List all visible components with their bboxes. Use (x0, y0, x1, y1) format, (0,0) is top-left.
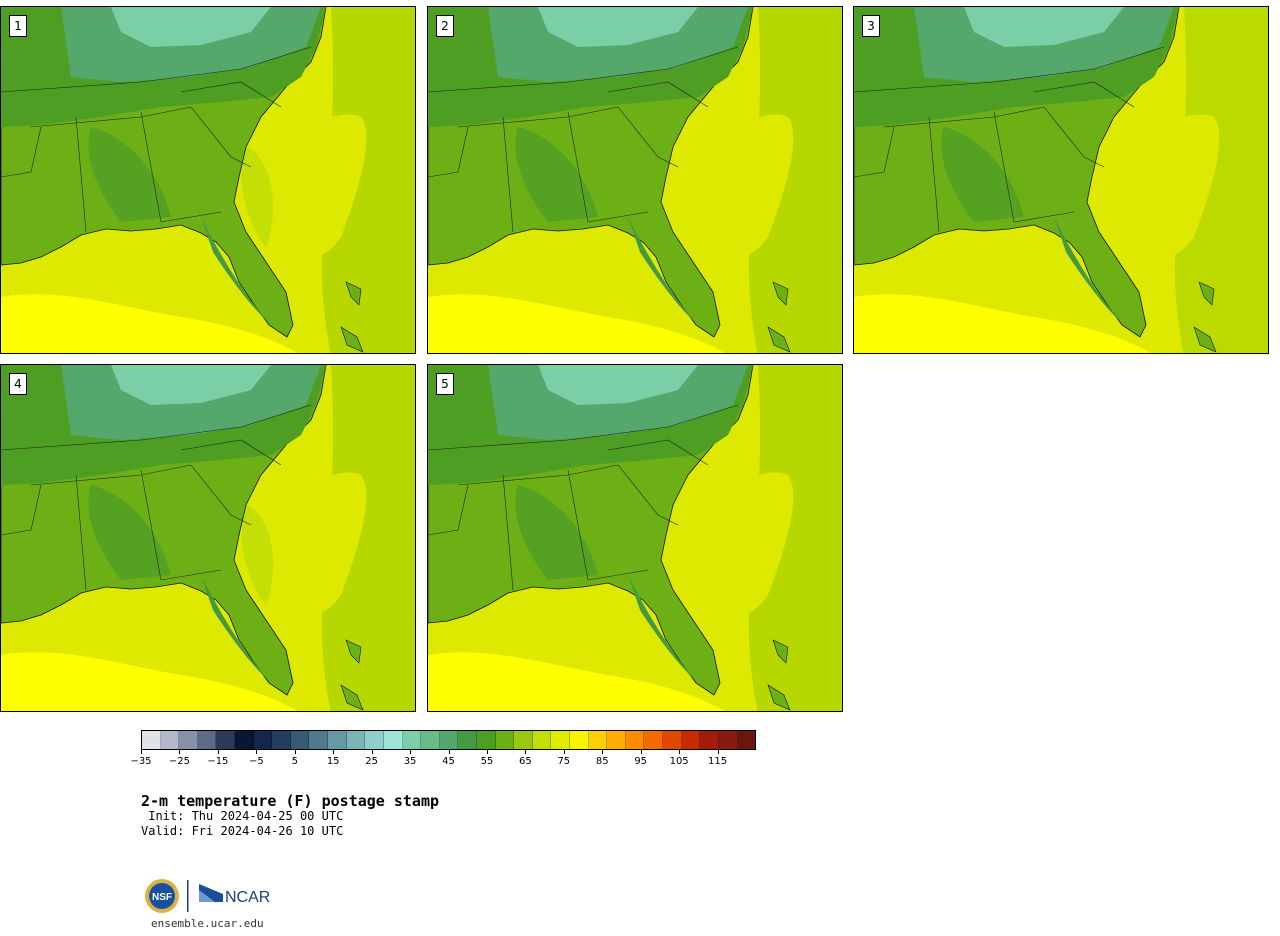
svg-text:NSF: NSF (152, 892, 172, 903)
logos: NSF NCAR (145, 879, 270, 913)
stamp-panel-4: 4 (0, 364, 416, 712)
colorbar-tick (563, 750, 565, 754)
svg-text:NCAR: NCAR (225, 889, 270, 906)
colorbar-swatch (495, 731, 515, 749)
colorbar-tick-label: 115 (708, 756, 728, 767)
colorbar-swatch (309, 731, 329, 749)
colorbar-swatch (346, 731, 366, 749)
colorbar-swatch (663, 731, 682, 749)
colorbar-tick-label: 5 (291, 756, 298, 767)
colorbar-tick (679, 750, 681, 754)
colorbar-swatch (551, 731, 571, 749)
panel-number: 3 (862, 15, 880, 37)
colorbar-swatch (272, 731, 291, 749)
colorbar-tick (448, 750, 450, 754)
colorbar-tick (640, 750, 642, 754)
site-url: ensemble.ucar.edu (151, 917, 264, 930)
colorbar-swatch (588, 731, 608, 749)
colorbar-swatch (458, 731, 477, 749)
colorbar-swatch (179, 731, 198, 749)
colorbar-tick-label: −15 (207, 756, 229, 767)
colorbar-swatch (383, 731, 403, 749)
colorbar-swatch (402, 731, 422, 749)
colorbar-swatch (681, 731, 701, 749)
colorbar-swatch (290, 731, 310, 749)
colorbar-swatch (570, 731, 589, 749)
valid-time: Valid: Fri 2024-04-26 10 UTC (141, 824, 344, 838)
colorbar-swatch (142, 731, 161, 749)
colorbar-tick-label: 65 (519, 756, 532, 767)
temperature-map (428, 365, 842, 711)
colorbar-swatch (365, 731, 384, 749)
colorbar-swatch (718, 731, 738, 749)
colorbar-swatch (625, 731, 645, 749)
panel-number: 2 (436, 15, 454, 37)
colorbar-tick-label: 45 (442, 756, 455, 767)
colorbar-tick-label: 85 (595, 756, 609, 767)
colorbar-tick-label: 75 (557, 756, 571, 767)
nsf-logo-icon: NSF (145, 879, 179, 913)
stamp-panel-2: 2 (427, 6, 843, 354)
colorbar-tick-label: −5 (248, 756, 264, 767)
colorbar-tick (717, 750, 719, 754)
stamp-panel-1: 1 (0, 6, 416, 354)
colorbar-tick (486, 750, 488, 754)
colorbar-tick (602, 750, 604, 754)
colorbar-swatch (644, 731, 664, 749)
colorbar-ticks: −35 −25 −15 −5 5 15 25 35 45 55 65 75 85 95 105 115 (130, 750, 756, 770)
temperature-map (428, 7, 842, 353)
stamp-panel-5: 5 (427, 364, 843, 712)
colorbar-swatch (476, 731, 496, 749)
colorbar-tick (256, 750, 258, 754)
colorbar-tick (179, 750, 181, 754)
colorbar-tick-label: 15 (326, 756, 340, 767)
colorbar-swatch (160, 731, 180, 749)
panel-number: 5 (436, 373, 454, 395)
colorbar-tick (141, 750, 142, 754)
colorbar-swatch (532, 731, 552, 749)
colorbar-tick-label: 25 (365, 756, 378, 767)
colorbar-swatch (421, 731, 440, 749)
colorbar-tick (525, 750, 527, 754)
temperature-map (854, 7, 1268, 353)
colorbar-tick (333, 750, 335, 754)
colorbar-swatch (216, 731, 236, 749)
colorbar-swatch (607, 731, 626, 749)
ncar-logo-icon: NCAR (199, 884, 270, 906)
colorbar-swatch (235, 731, 254, 749)
panel-number: 1 (9, 15, 27, 37)
colorbar-swatch (253, 731, 273, 749)
temperature-map (1, 7, 415, 353)
stamp-panel-3: 3 (853, 6, 1269, 354)
temperature-colorbar (141, 730, 756, 750)
colorbar-swatch (197, 731, 217, 749)
colorbar-swatch (439, 731, 459, 749)
colorbar-tick (371, 750, 373, 754)
colorbar-swatch (700, 731, 719, 749)
temperature-map (1, 365, 415, 711)
colorbar-tick-label: −25 (168, 756, 190, 767)
colorbar-tick-label: 105 (669, 756, 689, 767)
colorbar-swatch (328, 731, 347, 749)
chart-title: 2-m temperature (F) postage stamp (141, 792, 440, 810)
colorbar-tick (217, 750, 219, 754)
panel-number: 4 (9, 373, 27, 395)
colorbar-tick-label: 95 (634, 756, 648, 767)
init-time: Init: Thu 2024-04-25 00 UTC (141, 809, 344, 823)
colorbar-tick-label: −35 (130, 756, 152, 767)
colorbar-swatch (514, 731, 533, 749)
colorbar-tick-label: 35 (403, 756, 417, 767)
colorbar-tick (410, 750, 412, 754)
colorbar-swatch (737, 731, 756, 749)
colorbar-tick-label: 55 (480, 756, 494, 767)
colorbar-tick (294, 750, 296, 754)
